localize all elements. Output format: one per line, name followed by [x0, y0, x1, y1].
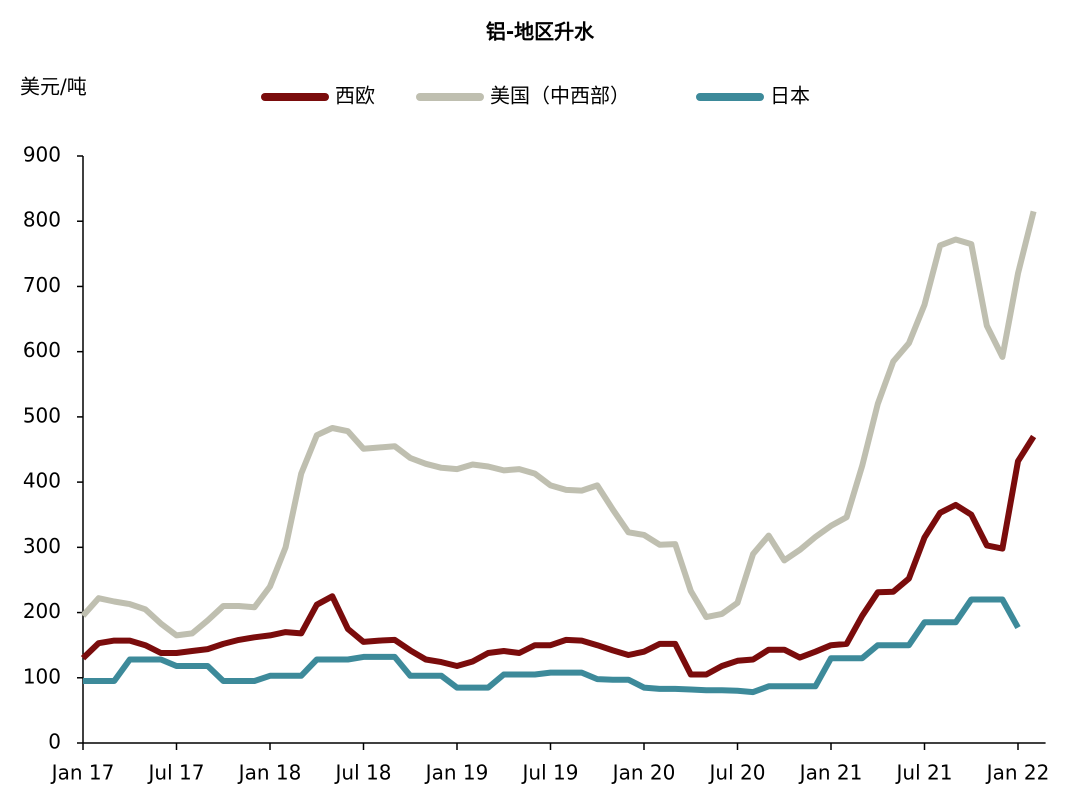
series-line [83, 596, 1021, 696]
chart-title: 铝-地区升水 [486, 20, 595, 44]
y-tick-label: 100 [23, 664, 61, 688]
x-tick-label: Jul 19 [521, 761, 579, 785]
legend-label: 西欧 [335, 84, 375, 108]
x-tick-label: Jan 17 [50, 761, 115, 785]
legend-label: 日本 [770, 84, 810, 108]
y-tick-label: 800 [23, 208, 61, 232]
x-tick-label: Jan 21 [798, 761, 863, 785]
y-tick-label: 700 [23, 273, 61, 297]
legend-label: 美国（中西部） [490, 84, 630, 108]
y-tick-label: 600 [23, 338, 61, 362]
series-line [80, 434, 1037, 678]
y-tick-label: 900 [23, 143, 61, 167]
x-tick-label: Jul 17 [147, 761, 205, 785]
x-tick-label: Jul 20 [708, 761, 766, 785]
y-axis-label: 美元/吨 [20, 75, 87, 99]
y-tick-label: 200 [23, 599, 61, 623]
x-tick-label: Jan 19 [424, 761, 489, 785]
x-tick-label: Jul 18 [334, 761, 392, 785]
x-tick-label: Jan 18 [237, 761, 302, 785]
series-line [80, 210, 1037, 639]
x-tick-label: Jul 21 [895, 761, 953, 785]
x-tick-label: Jan 20 [611, 761, 676, 785]
x-tick-label: Jan 22 [985, 761, 1050, 785]
y-tick-label: 0 [48, 730, 61, 754]
y-tick-label: 300 [23, 534, 61, 558]
y-tick-label: 400 [23, 469, 61, 493]
y-tick-label: 500 [23, 403, 61, 427]
